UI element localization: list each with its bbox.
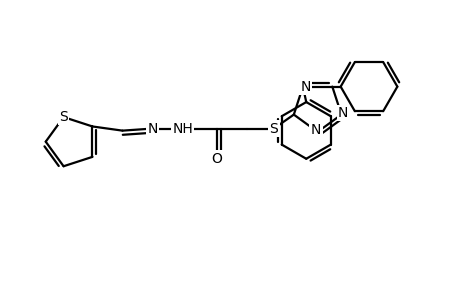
Text: N: N [147, 122, 157, 136]
Text: N: N [337, 106, 347, 120]
Text: S: S [59, 110, 68, 124]
Text: S: S [269, 122, 278, 136]
Text: O: O [211, 152, 222, 166]
Text: N: N [310, 123, 320, 137]
Text: N: N [300, 80, 310, 94]
Text: NH: NH [172, 122, 192, 136]
